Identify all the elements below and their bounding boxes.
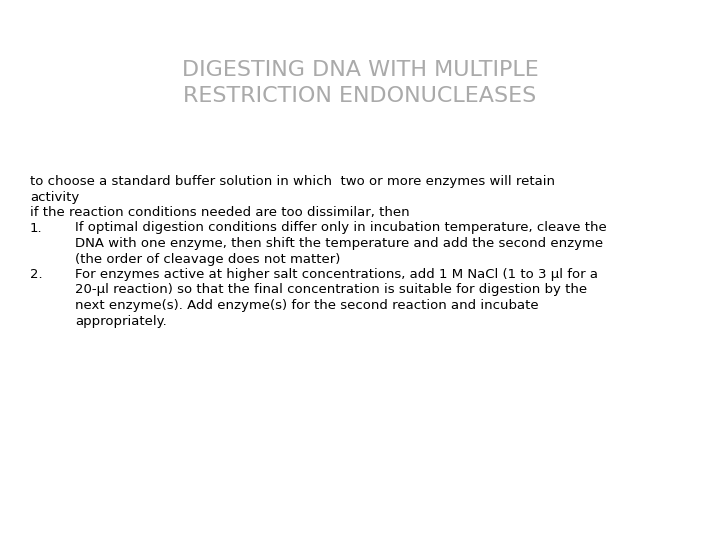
Text: 20-μl reaction) so that the final concentration is suitable for digestion by the: 20-μl reaction) so that the final concen…	[75, 284, 587, 296]
Text: DIGESTING DNA WITH MULTIPLE: DIGESTING DNA WITH MULTIPLE	[181, 60, 539, 80]
Text: appropriately.: appropriately.	[75, 314, 167, 327]
Text: 2.: 2.	[30, 268, 42, 281]
Text: if the reaction conditions needed are too dissimilar, then: if the reaction conditions needed are to…	[30, 206, 410, 219]
Text: RESTRICTION ENDONUCLEASES: RESTRICTION ENDONUCLEASES	[184, 86, 536, 106]
Text: 1.: 1.	[30, 221, 42, 234]
Text: next enzyme(s). Add enzyme(s) for the second reaction and incubate: next enzyme(s). Add enzyme(s) for the se…	[75, 299, 539, 312]
Text: activity: activity	[30, 191, 79, 204]
Text: DNA with one enzyme, then shift the temperature and add the second enzyme: DNA with one enzyme, then shift the temp…	[75, 237, 603, 250]
Text: to choose a standard buffer solution in which  two or more enzymes will retain: to choose a standard buffer solution in …	[30, 175, 555, 188]
Text: (the order of cleavage does not matter): (the order of cleavage does not matter)	[75, 253, 341, 266]
Text: For enzymes active at higher salt concentrations, add 1 M NaCl (1 to 3 μl for a: For enzymes active at higher salt concen…	[75, 268, 598, 281]
Text: If optimal digestion conditions differ only in incubation temperature, cleave th: If optimal digestion conditions differ o…	[75, 221, 607, 234]
